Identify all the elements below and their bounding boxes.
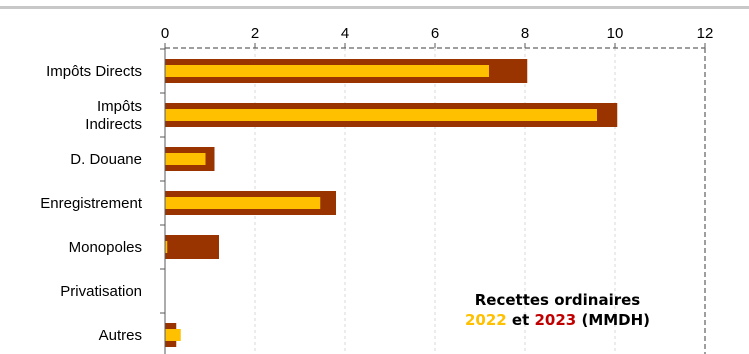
category-label-5: Privatisation: [60, 283, 142, 300]
x-tick-label-4: 4: [341, 25, 349, 42]
bar-2022-1: [165, 109, 597, 121]
bar-2023-4: [165, 235, 219, 259]
bar-2022-2: [165, 153, 206, 165]
bar-2022-4: [165, 241, 168, 253]
chart-annotation: Recettes ordinaires 2022 et 2023 (MMDH): [430, 290, 685, 330]
x-tick-label-10: 10: [607, 25, 624, 42]
axes: [160, 43, 706, 354]
category-label-4: Monopoles: [69, 239, 142, 256]
bar-2022-0: [165, 65, 489, 77]
category-label-3: Enregistrement: [40, 195, 143, 212]
annotation-year-2023: 2023: [534, 311, 577, 329]
annotation-line1: Recettes ordinaires: [474, 291, 641, 309]
x-tick-label-8: 8: [521, 25, 529, 42]
category-label-1-1: Indirects: [85, 116, 142, 133]
top-border-line: [0, 6, 749, 9]
category-label-0: Impôts Directs: [46, 63, 142, 80]
bar-2022-3: [165, 197, 321, 209]
annotation-line2: 2022 et 2023 (MMDH): [430, 310, 685, 330]
x-tick-label-0: 0: [161, 25, 169, 42]
annotation-unit: (MMDH): [576, 311, 651, 329]
tick-labels: 0 2 4 6 8 10 12: [161, 25, 714, 42]
x-tick-label-12: 12: [697, 25, 714, 42]
grid-lines: [254, 48, 706, 354]
x-tick-label-6: 6: [431, 25, 439, 42]
bar-2022-6: [165, 329, 181, 341]
category-label-6: Autres: [99, 327, 142, 344]
annotation-connector: et: [506, 311, 535, 329]
category-label-1-0: Impôts: [97, 98, 142, 115]
category-label-2: D. Douane: [70, 151, 142, 168]
x-tick-label-2: 2: [251, 25, 259, 42]
annotation-year-2022: 2022: [464, 311, 507, 329]
bars: [165, 59, 618, 347]
